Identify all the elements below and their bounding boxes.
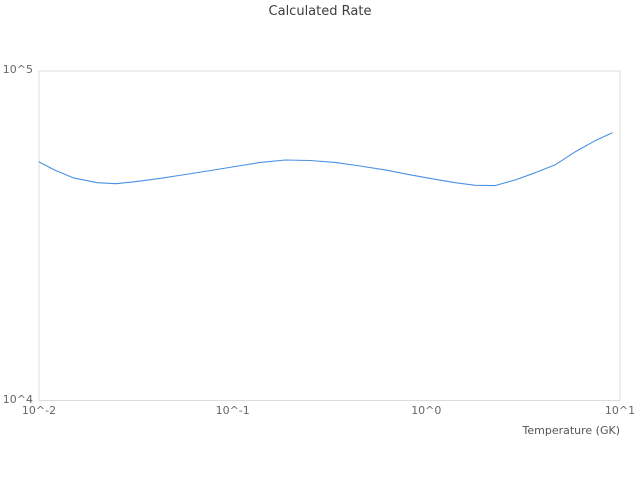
x-tick-label-1e0: 10^0: [411, 404, 442, 417]
plot-area: [38, 70, 621, 401]
y-tick-label-1e5: 10^5: [2, 63, 33, 76]
chart-title: Calculated Rate: [268, 4, 372, 19]
x-axis-title: Temperature (GK): [522, 424, 621, 437]
x-tick-label-1e-1: 10^-1: [215, 404, 250, 417]
y-tick-label-1e4: 10^4: [2, 393, 33, 406]
rate-line-series: [38, 132, 613, 187]
x-tick-label-1e-2: 10^-2: [21, 404, 57, 417]
x-tick-label-1e1: 10^1: [604, 404, 636, 417]
